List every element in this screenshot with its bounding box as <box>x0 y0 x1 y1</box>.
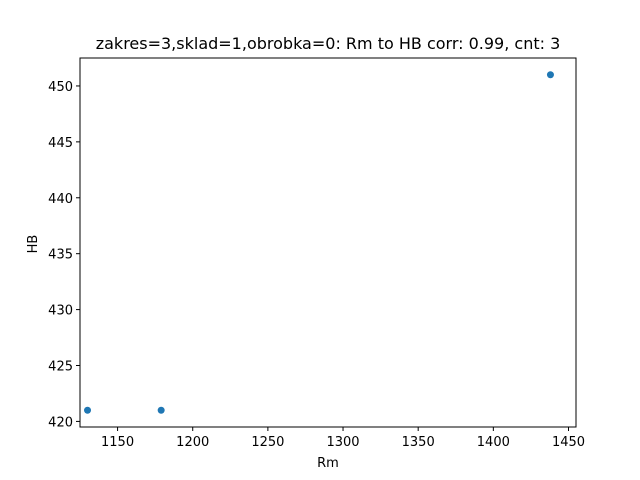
y-tick-label: 445 <box>48 136 73 151</box>
data-point <box>157 406 165 414</box>
y-axis-label: HB <box>26 235 41 254</box>
data-point <box>84 406 92 414</box>
x-axis-label: Rm <box>317 456 339 471</box>
x-tick-label: 1450 <box>552 435 585 450</box>
plot-area: 1150 1200 1250 1300 1350 1400 1450 420 425 430 435… <box>48 57 585 450</box>
y-tick-label: 425 <box>48 360 73 375</box>
x-tick-label: 1300 <box>326 435 359 450</box>
y-tick-label: 420 <box>48 415 73 430</box>
plot-frame <box>79 57 577 428</box>
x-tick-label: 1400 <box>477 435 510 450</box>
y-tick-label: 430 <box>48 304 73 319</box>
y-tick-label: 450 <box>48 80 73 95</box>
x-tick-label: 1150 <box>101 435 134 450</box>
y-tick-label: 440 <box>48 192 73 207</box>
data-point <box>546 71 554 79</box>
chart-title: zakres=3,sklad=1,obrobka=0: Rm to HB cor… <box>96 34 561 53</box>
y-tick-label: 435 <box>48 248 73 263</box>
x-tick-label: 1200 <box>176 435 209 450</box>
x-tick-label: 1250 <box>251 435 284 450</box>
x-tick-label: 1350 <box>402 435 435 450</box>
